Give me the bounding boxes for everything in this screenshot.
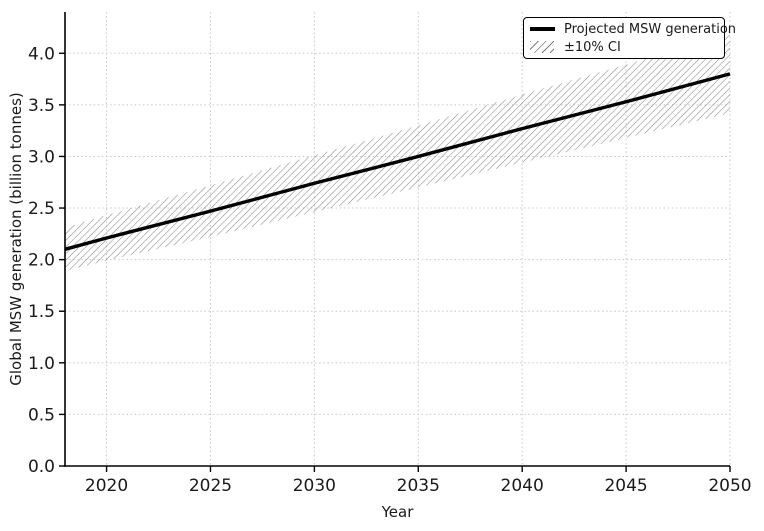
y-tick-label: 2.0 [28, 251, 55, 271]
x-tick-label: 2030 [293, 476, 336, 496]
y-tick-label: 2.5 [28, 199, 55, 219]
x-axis-label: Year [381, 503, 414, 521]
y-tick-label: 4.0 [28, 44, 55, 64]
y-tick-label: 0.0 [28, 457, 55, 477]
x-tick-label: 2050 [708, 476, 751, 496]
legend-item-projection: Projected MSW generation [530, 21, 736, 37]
y-tick-label: 3.5 [28, 96, 55, 116]
legend-label-projection: Projected MSW generation [564, 21, 737, 37]
legend-item-ci: ±10% CI [530, 39, 718, 55]
y-axis-label: Global MSW generation (billion tonnes) [7, 92, 25, 386]
x-tick-label: 2020 [85, 476, 128, 496]
x-tick-label: 2040 [501, 476, 544, 496]
y-tick-label: 0.5 [28, 405, 55, 425]
y-tick-label: 1.5 [28, 302, 55, 322]
projection-line [64, 72, 731, 251]
x-tick-label: 2025 [189, 476, 232, 496]
confidence-band [65, 34, 730, 271]
y-tick-label: 3.0 [28, 147, 55, 167]
x-tick-label: 2035 [397, 476, 440, 496]
axes-layer: 2020 2025 2030 2035 2040 2045 2050 0.0 0.5 1.0 1.5… [28, 12, 752, 496]
x-tick-label: 2045 [604, 476, 647, 496]
confidence-band-layer [65, 34, 730, 271]
legend-label-ci: ±10% CI [564, 39, 621, 55]
hatch-swatch-icon [530, 41, 554, 53]
line-swatch-icon [530, 27, 555, 31]
series-line-layer [64, 72, 731, 251]
legend: Projected MSW generation ±10% CI [523, 17, 736, 59]
y-tick-label: 1.0 [28, 354, 55, 374]
